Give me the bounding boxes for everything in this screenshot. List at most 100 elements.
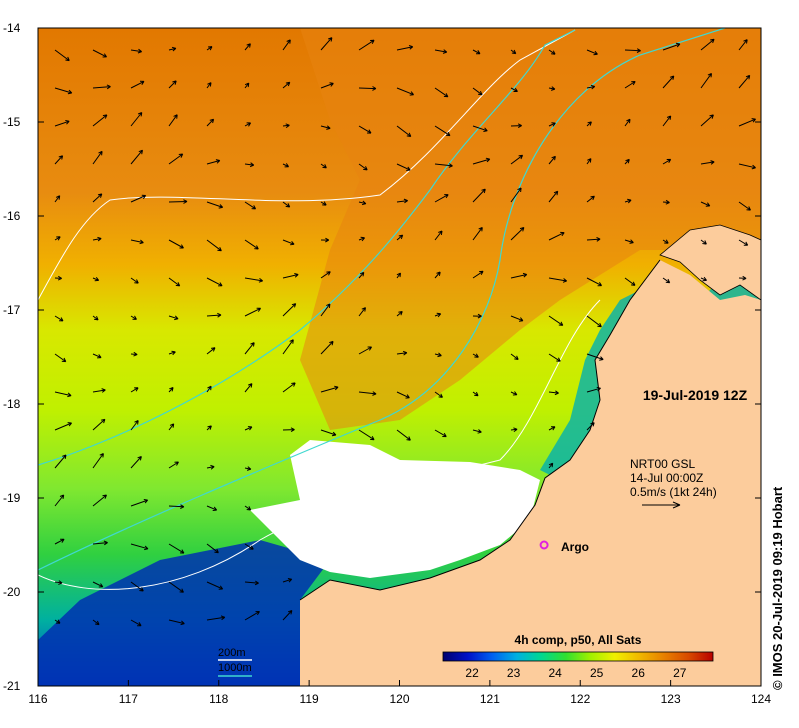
legend-1000m-label: 1000m — [218, 662, 252, 674]
current-vector-arrow — [168, 423, 175, 431]
current-vector-arrow — [320, 201, 327, 206]
current-vector-arrow — [244, 43, 251, 51]
current-vector-arrow — [206, 581, 224, 590]
current-vector-arrow — [738, 163, 756, 170]
current-vector-arrow — [244, 505, 252, 511]
current-vector-arrow — [738, 201, 751, 211]
lon-tick-label: 121 — [480, 692, 500, 706]
current-vector-arrow — [510, 391, 518, 396]
current-vector-arrow — [168, 619, 185, 626]
current-vector-arrow — [130, 387, 139, 393]
current-vector-arrow — [130, 239, 144, 245]
current-vector-arrow — [624, 48, 641, 53]
current-vector-arrow — [130, 194, 147, 203]
current-vector-arrow — [358, 346, 373, 355]
current-vector-arrow — [434, 271, 441, 279]
current-vector-arrow — [320, 163, 327, 169]
current-vector-arrow — [54, 391, 72, 398]
colorbar-ticks: 22 23 24 25 26 27 — [465, 666, 686, 680]
current-vector-arrow — [358, 391, 377, 396]
current-vector-arrow — [168, 581, 184, 593]
current-vector-arrow — [396, 198, 408, 204]
current-vector-arrow — [320, 125, 331, 130]
current-vector-arrow — [358, 429, 375, 441]
cloud-mask — [250, 440, 540, 578]
current-vector-arrow — [168, 543, 185, 554]
current-vector-arrow — [624, 158, 630, 165]
current-vector-arrow — [396, 391, 410, 399]
current-vector-arrow — [320, 340, 334, 355]
current-vector-arrow — [282, 273, 299, 279]
current-vector-arrow — [54, 275, 62, 281]
current-vector-arrow — [206, 464, 215, 470]
current-vector-arrow — [434, 391, 443, 398]
current-vector-arrow — [130, 277, 139, 284]
current-vector-arrow — [548, 86, 556, 91]
current-vector-arrow — [700, 239, 707, 245]
current-vector-arrow — [548, 462, 554, 469]
current-vector-arrow — [92, 276, 100, 282]
current-vector-arrow — [434, 49, 448, 54]
isobath-1000m-offshore — [38, 28, 726, 571]
current-vector-arrow — [738, 118, 756, 127]
current-vector-arrow — [548, 190, 559, 203]
current-vector-arrow — [472, 391, 479, 397]
current-vector-arrow — [92, 418, 106, 431]
current-vector-arrow — [624, 277, 636, 286]
current-vector-arrow — [472, 270, 484, 279]
current-vector-arrow — [282, 81, 291, 89]
land-inlets — [659, 224, 761, 301]
current-vector-arrow — [282, 123, 290, 129]
current-vector-arrow — [92, 193, 103, 203]
current-vector-arrow — [282, 578, 293, 583]
current-vector-arrow — [434, 352, 442, 358]
current-vector-arrow — [282, 610, 293, 621]
lat-tick-label: -21 — [3, 679, 21, 693]
current-vector-arrow — [586, 121, 592, 127]
coastline — [299, 259, 661, 601]
current-vector-arrow — [54, 580, 63, 585]
current-vector-arrow — [320, 271, 331, 279]
current-vector-arrow — [54, 236, 61, 241]
current-vector-arrow — [700, 72, 712, 89]
current-vector-arrow — [92, 619, 100, 626]
current-vector-arrow — [396, 234, 404, 241]
current-vector-arrow — [244, 426, 253, 431]
current-vector-arrow — [358, 271, 365, 279]
lon-tick-label: 118 — [209, 692, 228, 706]
latitude-axis: -14 -15 -16 -17 -18 -19 -20 -21 — [3, 21, 761, 693]
current-vector-arrow — [282, 201, 291, 208]
lon-tick-label: 119 — [300, 692, 319, 706]
current-vector-arrow — [662, 115, 672, 127]
current-vector-arrow — [54, 454, 67, 469]
current-vector-arrow — [54, 87, 73, 95]
current-vector-arrow — [168, 387, 174, 393]
current-vector-arrow — [206, 159, 221, 165]
current-vector-arrow — [54, 315, 64, 322]
current-vector-arrow — [130, 149, 143, 165]
current-vector-arrow — [358, 307, 366, 317]
current-vector-arrow — [282, 163, 290, 168]
lon-tick-label: 120 — [389, 692, 409, 706]
current-vector-arrow — [206, 277, 223, 287]
isobath-200m-south — [38, 299, 601, 590]
current-vector-arrow — [130, 80, 145, 89]
current-info-line-1: NRT00 GSL — [630, 457, 695, 471]
lon-tick-label: 124 — [751, 692, 771, 706]
current-vector-arrow — [548, 231, 565, 241]
current-vector-arrow — [510, 272, 528, 279]
current-vector-arrow — [130, 619, 142, 627]
current-vector-arrow — [54, 49, 70, 62]
current-vector-arrow — [358, 39, 375, 51]
current-vector-arrow — [206, 425, 212, 431]
warm-water-region — [300, 28, 761, 430]
current-vector-arrow — [510, 227, 525, 241]
current-vector-arrow — [244, 239, 259, 250]
current-vector-arrow — [92, 494, 107, 507]
current-vector-arrow — [548, 390, 559, 396]
lon-tick-label: 116 — [28, 692, 47, 706]
coastal-cool-water — [38, 540, 330, 686]
current-vector-arrow — [206, 82, 212, 89]
argo-label: Argo — [561, 540, 589, 554]
